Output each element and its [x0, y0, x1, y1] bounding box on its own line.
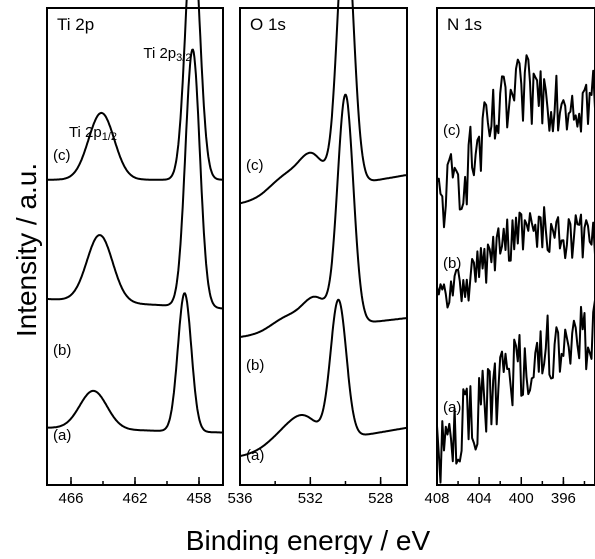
series-label: (b)	[246, 357, 264, 374]
series-line-c	[46, 0, 224, 181]
x-tick-label: 528	[368, 490, 393, 507]
panel-title: N 1s	[447, 15, 482, 34]
series-label: (c)	[246, 157, 264, 174]
series-line-a	[46, 292, 224, 434]
panel-o-1s: 536 532 528 O 1s (c) (b) (a)	[227, 0, 408, 507]
series-line-c	[239, 0, 408, 205]
series-label: (a)	[246, 447, 264, 464]
series-line-a	[437, 299, 595, 484]
series-line-b	[437, 206, 595, 309]
panel-frame	[239, 7, 408, 486]
panel-title: O 1s	[250, 15, 286, 34]
x-tick-label: 462	[122, 490, 147, 507]
series-label: (b)	[53, 342, 71, 359]
series-label: (a)	[443, 399, 461, 416]
x-tick-label: 404	[467, 490, 492, 507]
x-tick-label: 536	[227, 490, 252, 507]
series-label: (a)	[53, 427, 71, 444]
series-label: (b)	[443, 255, 461, 272]
series-line-a	[239, 298, 408, 458]
y-axis-label: Intensity / a.u.	[11, 163, 42, 337]
x-tick-label: 396	[551, 490, 576, 507]
series-label: (c)	[443, 122, 461, 139]
x-tick-label: 408	[424, 490, 449, 507]
series-line-c	[437, 54, 595, 229]
series-label: (c)	[53, 147, 71, 164]
x-tick-label: 458	[186, 490, 211, 507]
x-tick-label: 532	[298, 490, 323, 507]
x-tick-label: 466	[58, 490, 83, 507]
series-line-b	[46, 48, 224, 310]
panel-n-1s: 408 404 400 396 N 1s (c) (b) (a)	[424, 7, 595, 507]
panel-frame	[436, 7, 595, 486]
panel-title: Ti 2p	[57, 15, 94, 34]
x-tick-label: 400	[509, 490, 534, 507]
x-axis-label: Binding energy / eV	[186, 525, 431, 554]
series-line-b	[239, 93, 408, 338]
